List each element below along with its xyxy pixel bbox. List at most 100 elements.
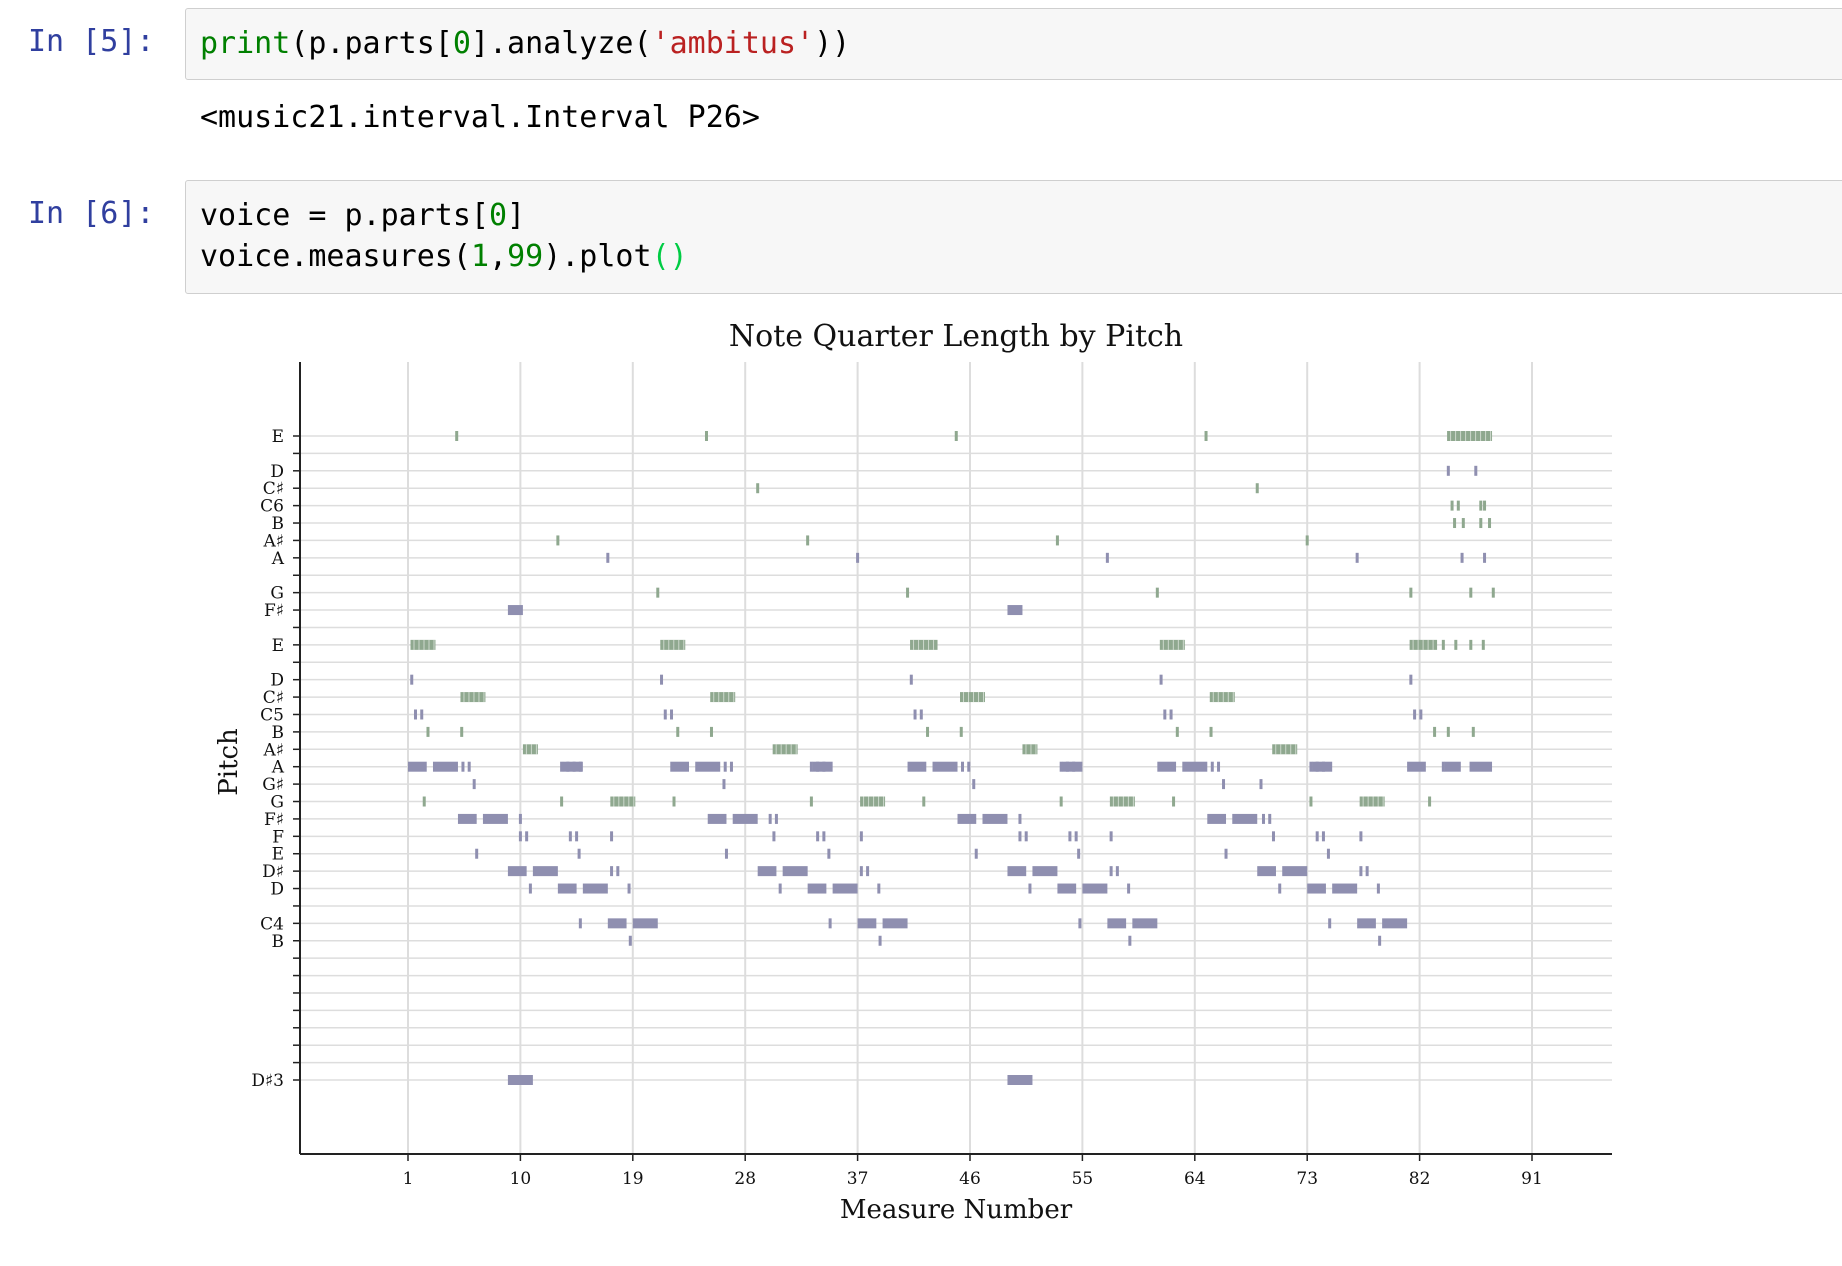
note-bar-83: [460, 692, 486, 703]
note-mark-308: [878, 935, 882, 946]
note-bar-50: [660, 639, 686, 650]
note-bar-142: [1272, 744, 1298, 755]
note-mark-176: [1217, 761, 1221, 772]
note-tick-213: [1117, 796, 1119, 807]
note-mark-290: [877, 883, 881, 894]
note-mark-30: [606, 552, 610, 563]
x-tick-label-1: 1: [403, 1169, 414, 1189]
note-tick-94: [733, 692, 735, 703]
note-mark-159: [461, 761, 465, 772]
note-mark-19: [1456, 500, 1460, 511]
y-tick-label-5: A♯: [262, 531, 284, 551]
y-tick-label-19: F: [272, 827, 284, 847]
note-bar-285: [1307, 883, 1326, 894]
note-mark-258: [827, 848, 831, 859]
note-bar-301: [1357, 918, 1376, 929]
note-tick-105: [1227, 692, 1229, 703]
note-tick-57: [913, 639, 915, 650]
y-tick-label-20: E: [272, 845, 284, 865]
note-tick-98: [973, 692, 975, 703]
note-bar-43: [1007, 605, 1023, 616]
note-bar-138: [1022, 744, 1038, 755]
note-tick-63: [1162, 639, 1164, 650]
note-mark-111: [913, 709, 917, 720]
note-tick-201: [618, 796, 620, 807]
note-tick-70: [1417, 639, 1419, 650]
x-tick-label-10: 10: [510, 1169, 532, 1189]
note-mark-34: [1460, 552, 1464, 563]
y-tick-label-6: A: [271, 549, 285, 569]
note-tick-59: [923, 639, 925, 650]
note-bar-152: [907, 761, 927, 772]
note-mark-14: [1446, 465, 1450, 476]
note-tick-143: [1275, 744, 1277, 755]
note-bar-158: [1469, 761, 1493, 772]
note-mark-20: [1479, 500, 1483, 511]
note-mark-304: [828, 918, 832, 929]
note-mark-234: [1018, 813, 1022, 824]
note-mark-77: [1481, 639, 1485, 650]
c5-token-3: ].analyze(: [470, 26, 652, 61]
note-tick-73: [1432, 639, 1434, 650]
cell-6-code-box[interactable]: voice = p.parts[0] voice.measures(1,99).…: [185, 180, 1842, 294]
note-tick-67: [1182, 639, 1184, 650]
note-tick-65: [1172, 639, 1174, 650]
note-mark-171: [967, 761, 971, 772]
note-mark-310: [1378, 935, 1382, 946]
note-mark-117: [426, 726, 430, 737]
note-mark-256: [577, 848, 581, 859]
note-bar-205: [860, 796, 886, 807]
note-tick-92: [723, 692, 725, 703]
horizontal-gridlines: [300, 435, 1612, 1081]
c6l2-token-2: ,: [489, 239, 508, 274]
note-mark-79: [660, 674, 664, 685]
x-tick-label-91: 91: [1521, 1169, 1543, 1189]
note-mark-261: [1224, 848, 1228, 859]
note-tick-202: [623, 796, 625, 807]
note-mark-35: [1483, 552, 1487, 563]
note-tick-55: [683, 639, 685, 650]
note-bar-263: [507, 866, 527, 877]
note-bar-229: [1207, 813, 1227, 824]
note-tick-218: [1362, 796, 1364, 807]
note-mark-236: [1268, 813, 1272, 824]
note-bar-42: [507, 605, 523, 616]
note-tick-203: [628, 796, 630, 807]
cell-5-code-box[interactable]: print(p.parts[0].analyze('ambitus')): [185, 8, 1842, 80]
note-bar-297: [857, 918, 877, 929]
c6l2-token-1: 1: [470, 239, 489, 274]
note-mark-193: [809, 796, 813, 807]
y-tick-label-18: F♯: [264, 810, 284, 830]
y-tick-label-8: F♯: [264, 601, 284, 621]
note-bar-101: [1209, 692, 1235, 703]
note-mark-114: [1169, 709, 1173, 720]
note-mark-107: [413, 709, 417, 720]
note-mark-249: [1074, 831, 1078, 842]
note-bar-266: [782, 866, 808, 877]
note-mark-116: [1419, 709, 1423, 720]
note-mark-0: [455, 431, 459, 441]
note-tick-204: [633, 796, 635, 807]
note-tick-106: [1232, 692, 1234, 703]
note-mark-80: [909, 674, 913, 685]
y-tick-label-1: D: [270, 462, 284, 482]
note-mark-18: [1450, 500, 1454, 511]
c6l1-token-2: ]: [507, 198, 526, 233]
note-bar-279: [557, 883, 577, 894]
note-tick-88: [483, 692, 485, 703]
note-bar-286: [1332, 883, 1358, 894]
note-tick-200: [613, 796, 615, 807]
note-tick-66: [1177, 639, 1179, 650]
note-tick-12: [1485, 431, 1487, 441]
x-tick-label-37: 37: [847, 1169, 869, 1189]
note-mark-124: [1209, 726, 1213, 737]
note-mark-275: [1109, 866, 1113, 877]
note-tick-90: [713, 692, 715, 703]
note-mark-242: [772, 831, 776, 842]
y-tick-label-2: C♯: [263, 479, 284, 499]
note-tick-206: [863, 796, 865, 807]
y-tick-label-14: A♯: [262, 740, 284, 760]
note-tick-84: [463, 692, 465, 703]
note-mark-21: [1483, 500, 1487, 511]
